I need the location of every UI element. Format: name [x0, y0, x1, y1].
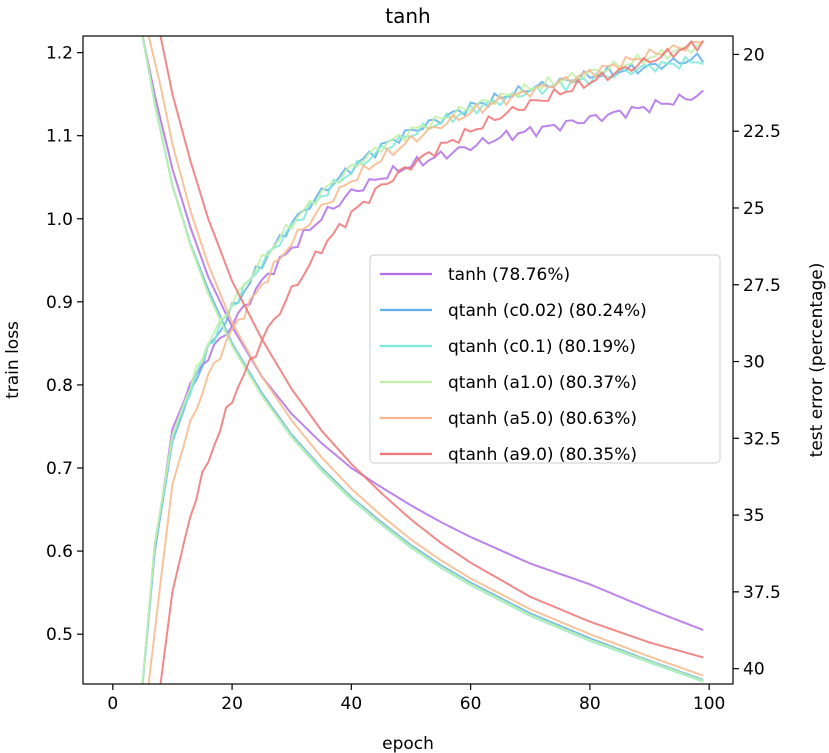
- y2-tick-label: 35: [743, 506, 765, 526]
- legend-entry: qtanh (c0.02) (80.24%): [448, 301, 647, 321]
- y-tick-label: 1.2: [46, 44, 73, 64]
- loss-line-3: [141, 36, 704, 682]
- legend-entry: qtanh (c0.1) (80.19%): [448, 337, 636, 357]
- x-tick-label: 20: [221, 694, 243, 714]
- error-line-0: [141, 89, 704, 684]
- y-tick-label: 0.8: [46, 376, 73, 396]
- y-tick-label: 1.0: [46, 210, 73, 230]
- x-tick-label: 0: [107, 694, 118, 714]
- y-tick-label: 1.1: [46, 127, 73, 147]
- plot-lines: [141, 36, 705, 684]
- legend-entry: qtanh (a5.0) (80.63%): [448, 409, 637, 429]
- error-line-5: [159, 40, 705, 684]
- plot-frame: [82, 35, 734, 685]
- y-tick-label: 0.9: [46, 293, 73, 313]
- y2-tick-label: 27.5: [743, 276, 781, 296]
- loss-line-0: [141, 36, 704, 631]
- legend: tanh (78.76%) qtanh (c0.02) (80.24%) qtanh…: [369, 254, 721, 465]
- loss-line-4: [147, 36, 704, 677]
- x-tick-label: 40: [341, 694, 363, 714]
- y2-tick-label: 40: [743, 660, 765, 680]
- y2-tick-label: 22.5: [743, 122, 781, 142]
- legend-entry: tanh (78.76%): [448, 265, 570, 285]
- y-axis-right: 20 22.5 25 27.5 30 32.5 35 37.5 40: [733, 45, 781, 680]
- loss-line-5: [159, 36, 704, 659]
- x-axis-label: epoch: [382, 734, 434, 753]
- error-line-3: [141, 41, 704, 684]
- chart-title: tanh: [385, 4, 430, 28]
- y2-tick-label: 37.5: [743, 583, 781, 603]
- y2-tick-label: 25: [743, 199, 765, 219]
- y2-tick-label: 32.5: [743, 429, 781, 449]
- x-tick-label: 100: [693, 694, 725, 714]
- y-axis-label: train loss: [3, 321, 23, 399]
- y-tick-label: 0.6: [46, 542, 73, 562]
- error-line-4: [147, 40, 704, 684]
- legend-box: [369, 254, 721, 464]
- y-axis-left: 0.5 0.6 0.7 0.8 0.9 1.0 1.1 1.2: [46, 44, 83, 645]
- x-tick-label: 80: [579, 694, 601, 714]
- legend-entry: qtanh (a9.0) (80.35%): [448, 445, 637, 465]
- y-tick-label: 0.5: [46, 625, 73, 645]
- x-tick-label: 60: [460, 694, 482, 714]
- y2-tick-label: 30: [743, 353, 765, 373]
- x-axis: 0 20 40 60 80 100: [107, 684, 725, 714]
- legend-entry: qtanh (a1.0) (80.37%): [448, 373, 637, 393]
- y2-tick-label: 20: [743, 45, 765, 65]
- y-tick-label: 0.7: [46, 459, 73, 479]
- y2-axis-label: test error (percentage): [807, 263, 827, 458]
